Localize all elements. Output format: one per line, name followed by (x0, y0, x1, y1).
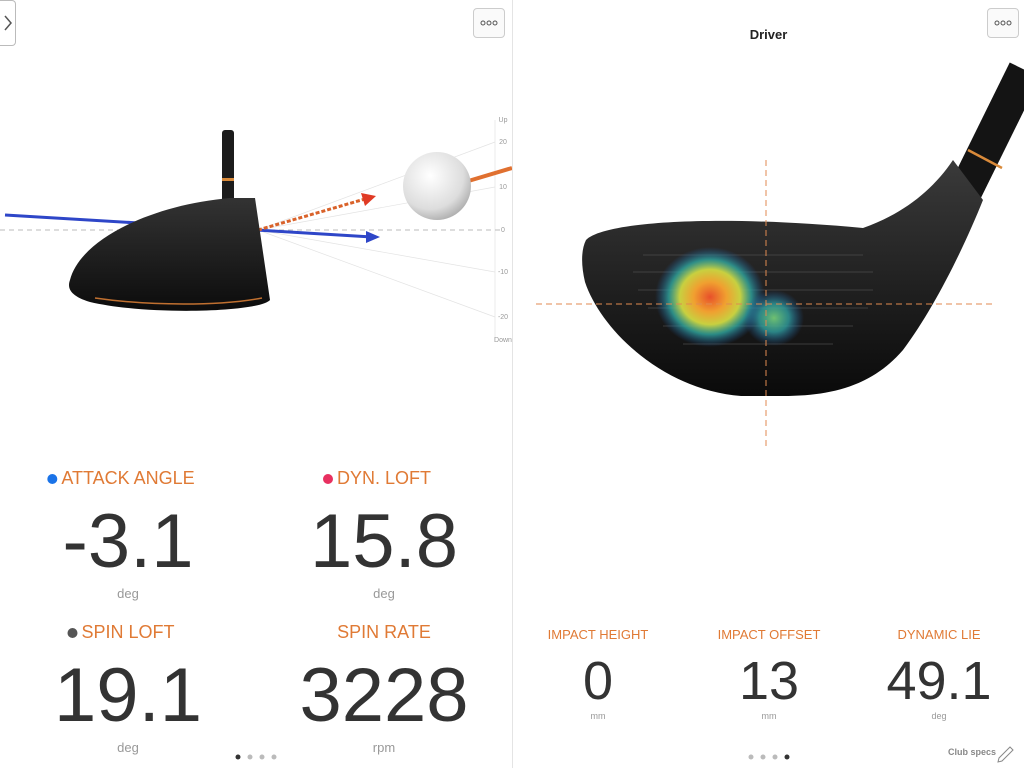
metric-unit: mm (590, 711, 606, 721)
scale-label: Down (494, 337, 512, 344)
metric-label: SPIN LOFT (67, 622, 175, 643)
metric-value: 49.1 (886, 651, 992, 711)
metric-label: DYN. LOFT (322, 468, 431, 489)
scale-label: 20 (499, 139, 507, 146)
left-panel: Up 20 10 0 -10 -20 Down ATTACK ANGLE -3.1 deg DYN… (0, 0, 512, 760)
edit-icon (997, 746, 1014, 763)
club-head (69, 198, 270, 311)
swing-view: Up 20 10 0 -10 -20 Down (0, 117, 512, 344)
metric-unit: deg (931, 711, 947, 721)
more-button[interactable] (473, 8, 505, 38)
metric-label: IMPACT HEIGHT (547, 627, 649, 642)
metric-unit: rpm (372, 740, 396, 755)
chevron-icon (4, 15, 12, 31)
scale-label: -20 (498, 314, 508, 321)
more-icon (480, 20, 498, 26)
launch-line (464, 166, 512, 184)
metric-dot (322, 474, 333, 484)
metric-label: SPIN RATE (337, 622, 431, 642)
metric-unit: mm (761, 711, 777, 721)
right-panel: Driver IMPACT HEIGHT 0 mm IMPACT OFFSET 13 mm… (512, 0, 1024, 768)
impact-heat-main (655, 247, 765, 347)
more-button[interactable] (987, 8, 1019, 38)
loft-arrow (361, 193, 376, 206)
club-face (582, 160, 983, 396)
scale-label: 10 (499, 184, 507, 191)
club-shaft (222, 130, 234, 202)
more-icon (994, 20, 1012, 26)
metric-value: -3.1 (62, 499, 194, 584)
impact-heat-secondary (744, 290, 804, 346)
angle-scale: Up 20 10 0 -10 -20 Down (494, 117, 512, 344)
club-title: Driver (749, 27, 788, 42)
club-sole-trim (94, 297, 263, 305)
metric-unit: deg (373, 586, 395, 601)
metric-unit: deg (117, 740, 139, 755)
page-indicator (748, 754, 790, 760)
metric-label: DYNAMIC LIE (897, 627, 981, 642)
metric-label: ATTACK ANGLE (47, 468, 195, 489)
club-specs-link[interactable]: Club specs (948, 747, 997, 757)
metric-dot (67, 628, 78, 638)
scale-label: 0 (501, 227, 505, 234)
metric-unit: deg (117, 586, 139, 601)
metric-value: 0 (582, 651, 614, 711)
attack-arrow (366, 231, 380, 243)
metric-label: IMPACT OFFSET (717, 627, 821, 642)
metric-value: 19.1 (54, 653, 202, 738)
back-button[interactable] (0, 0, 16, 46)
scale-label: -10 (498, 269, 508, 276)
loft-path (257, 197, 366, 232)
metric-value: 3228 (299, 653, 469, 738)
metric-value: 15.8 (310, 499, 458, 584)
metric-value: 13 (738, 651, 800, 711)
shaft-ring (967, 148, 1003, 170)
golf-ball (403, 152, 471, 220)
scale-label: Up (499, 117, 508, 124)
metric-dot (47, 474, 58, 484)
impact-view (536, 62, 1024, 763)
shaft-ring (222, 178, 234, 181)
